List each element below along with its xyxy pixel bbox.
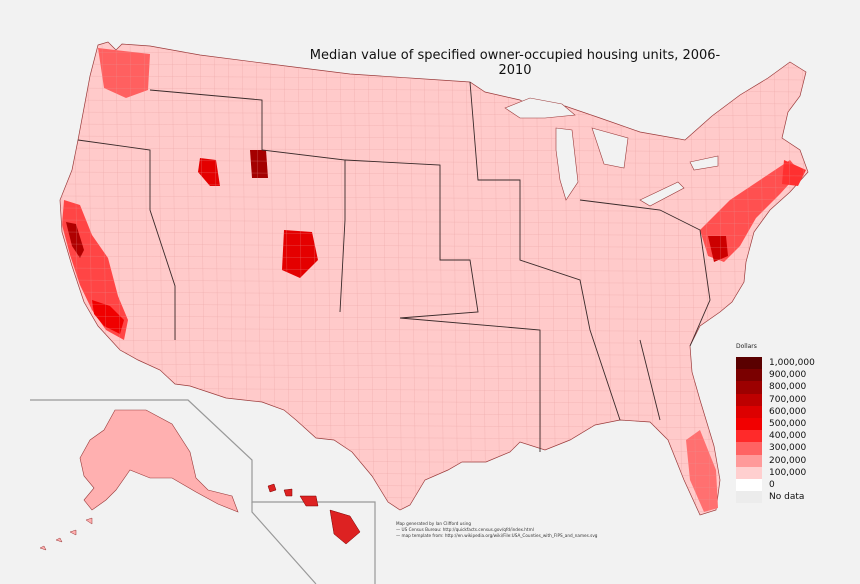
hawaii-inset <box>267 483 361 545</box>
legend-swatch <box>736 405 762 418</box>
legend-swatch <box>736 454 762 467</box>
legend-item: 0 <box>736 478 816 492</box>
credit-line: — map template from: http://en.wikipedia… <box>396 533 598 538</box>
legend-rows: 1,000,000 900,000 800,000 700,000 600,000 500… <box>736 357 816 504</box>
hawaii-oahu <box>283 488 293 497</box>
lake-michigan <box>555 127 579 201</box>
legend-swatch <box>736 478 762 492</box>
legend-item: 500,000 <box>736 417 816 431</box>
legend-swatch <box>736 466 762 479</box>
inset-divider-line <box>30 399 376 584</box>
alaska-shape <box>79 409 239 513</box>
legend-item: No data <box>736 491 816 504</box>
colorado-mountains-highlight <box>282 230 318 278</box>
state-borders <box>77 81 711 452</box>
legend-label: 400,000 <box>769 431 807 442</box>
legend-item: 700,000 <box>736 393 816 406</box>
lake-erie <box>639 181 685 207</box>
great-lakes <box>504 97 719 207</box>
lake-huron <box>591 127 629 169</box>
legend-heading: Dollars <box>736 343 757 350</box>
boston-area-highlight <box>782 160 806 186</box>
idaho-sun-valley-highlight <box>198 158 220 186</box>
bay-area-highlight <box>66 222 84 258</box>
legend-label: 900,000 <box>769 370 807 381</box>
wyoming-teton-highlight <box>250 150 268 178</box>
map-title: Median value of specified owner-occupied… <box>309 48 721 78</box>
legend-swatch <box>736 369 762 382</box>
legend-swatch <box>736 357 762 370</box>
legend-label: 700,000 <box>769 394 807 405</box>
lake-superior <box>504 97 576 119</box>
legend: Dollars 1,000,000 900,000 800,000 700,000 60… <box>736 343 816 504</box>
legend-label: 100,000 <box>769 467 807 478</box>
legend-swatch <box>736 393 762 406</box>
legend-label: 200,000 <box>769 455 807 466</box>
legend-swatch <box>736 442 762 455</box>
legend-swatch <box>736 381 762 394</box>
plains-border-line <box>344 159 479 319</box>
seattle-area-highlight <box>98 48 150 98</box>
legend-item: 300,000 <box>736 442 816 455</box>
inset-divider <box>30 399 376 584</box>
legend-swatch <box>736 417 762 431</box>
alaska-inset <box>39 409 239 551</box>
legend-label: 1,000,000 <box>769 358 815 369</box>
credit-line: Map generated by Ian Clifford using <box>396 521 472 526</box>
east-border-line <box>579 199 711 347</box>
hawaii-big-island <box>329 509 361 545</box>
hawaii-molokai-maui <box>299 495 319 507</box>
legend-item: 200,000 <box>736 454 816 467</box>
legend-item: 400,000 <box>736 430 816 443</box>
hawaii-kauai <box>267 483 277 493</box>
south-border-line <box>399 317 541 452</box>
west-border-line <box>77 139 176 340</box>
legend-item: 600,000 <box>736 405 816 418</box>
legend-label: 500,000 <box>769 419 807 430</box>
legend-label: No data <box>769 492 805 503</box>
aleutian-islands <box>39 517 93 551</box>
socal-highlight <box>92 300 124 334</box>
legend-label: 600,000 <box>769 406 807 417</box>
legend-item: 900,000 <box>736 369 816 382</box>
legend-item: 1,000,000 <box>736 357 816 370</box>
legend-label: 800,000 <box>769 382 807 393</box>
legend-item: 100,000 <box>736 466 816 479</box>
legend-swatch <box>736 491 762 504</box>
midwest-border-line <box>469 81 591 331</box>
legend-label: 0 <box>769 479 775 490</box>
rocky-border-line <box>149 89 346 313</box>
florida-coast-highlight <box>686 430 718 512</box>
dc-area-highlight <box>708 236 728 262</box>
lake-ontario <box>689 155 719 171</box>
southeast-border-line <box>589 329 661 421</box>
hawaii-inset-divider <box>251 502 317 584</box>
legend-item: 800,000 <box>736 381 816 394</box>
legend-swatch <box>736 430 762 443</box>
legend-label: 300,000 <box>769 443 807 454</box>
map-credits: Map generated by Ian Clifford using — US… <box>396 521 597 539</box>
credit-line: — US Census Bureau: http://quickfacts.ce… <box>396 527 534 532</box>
